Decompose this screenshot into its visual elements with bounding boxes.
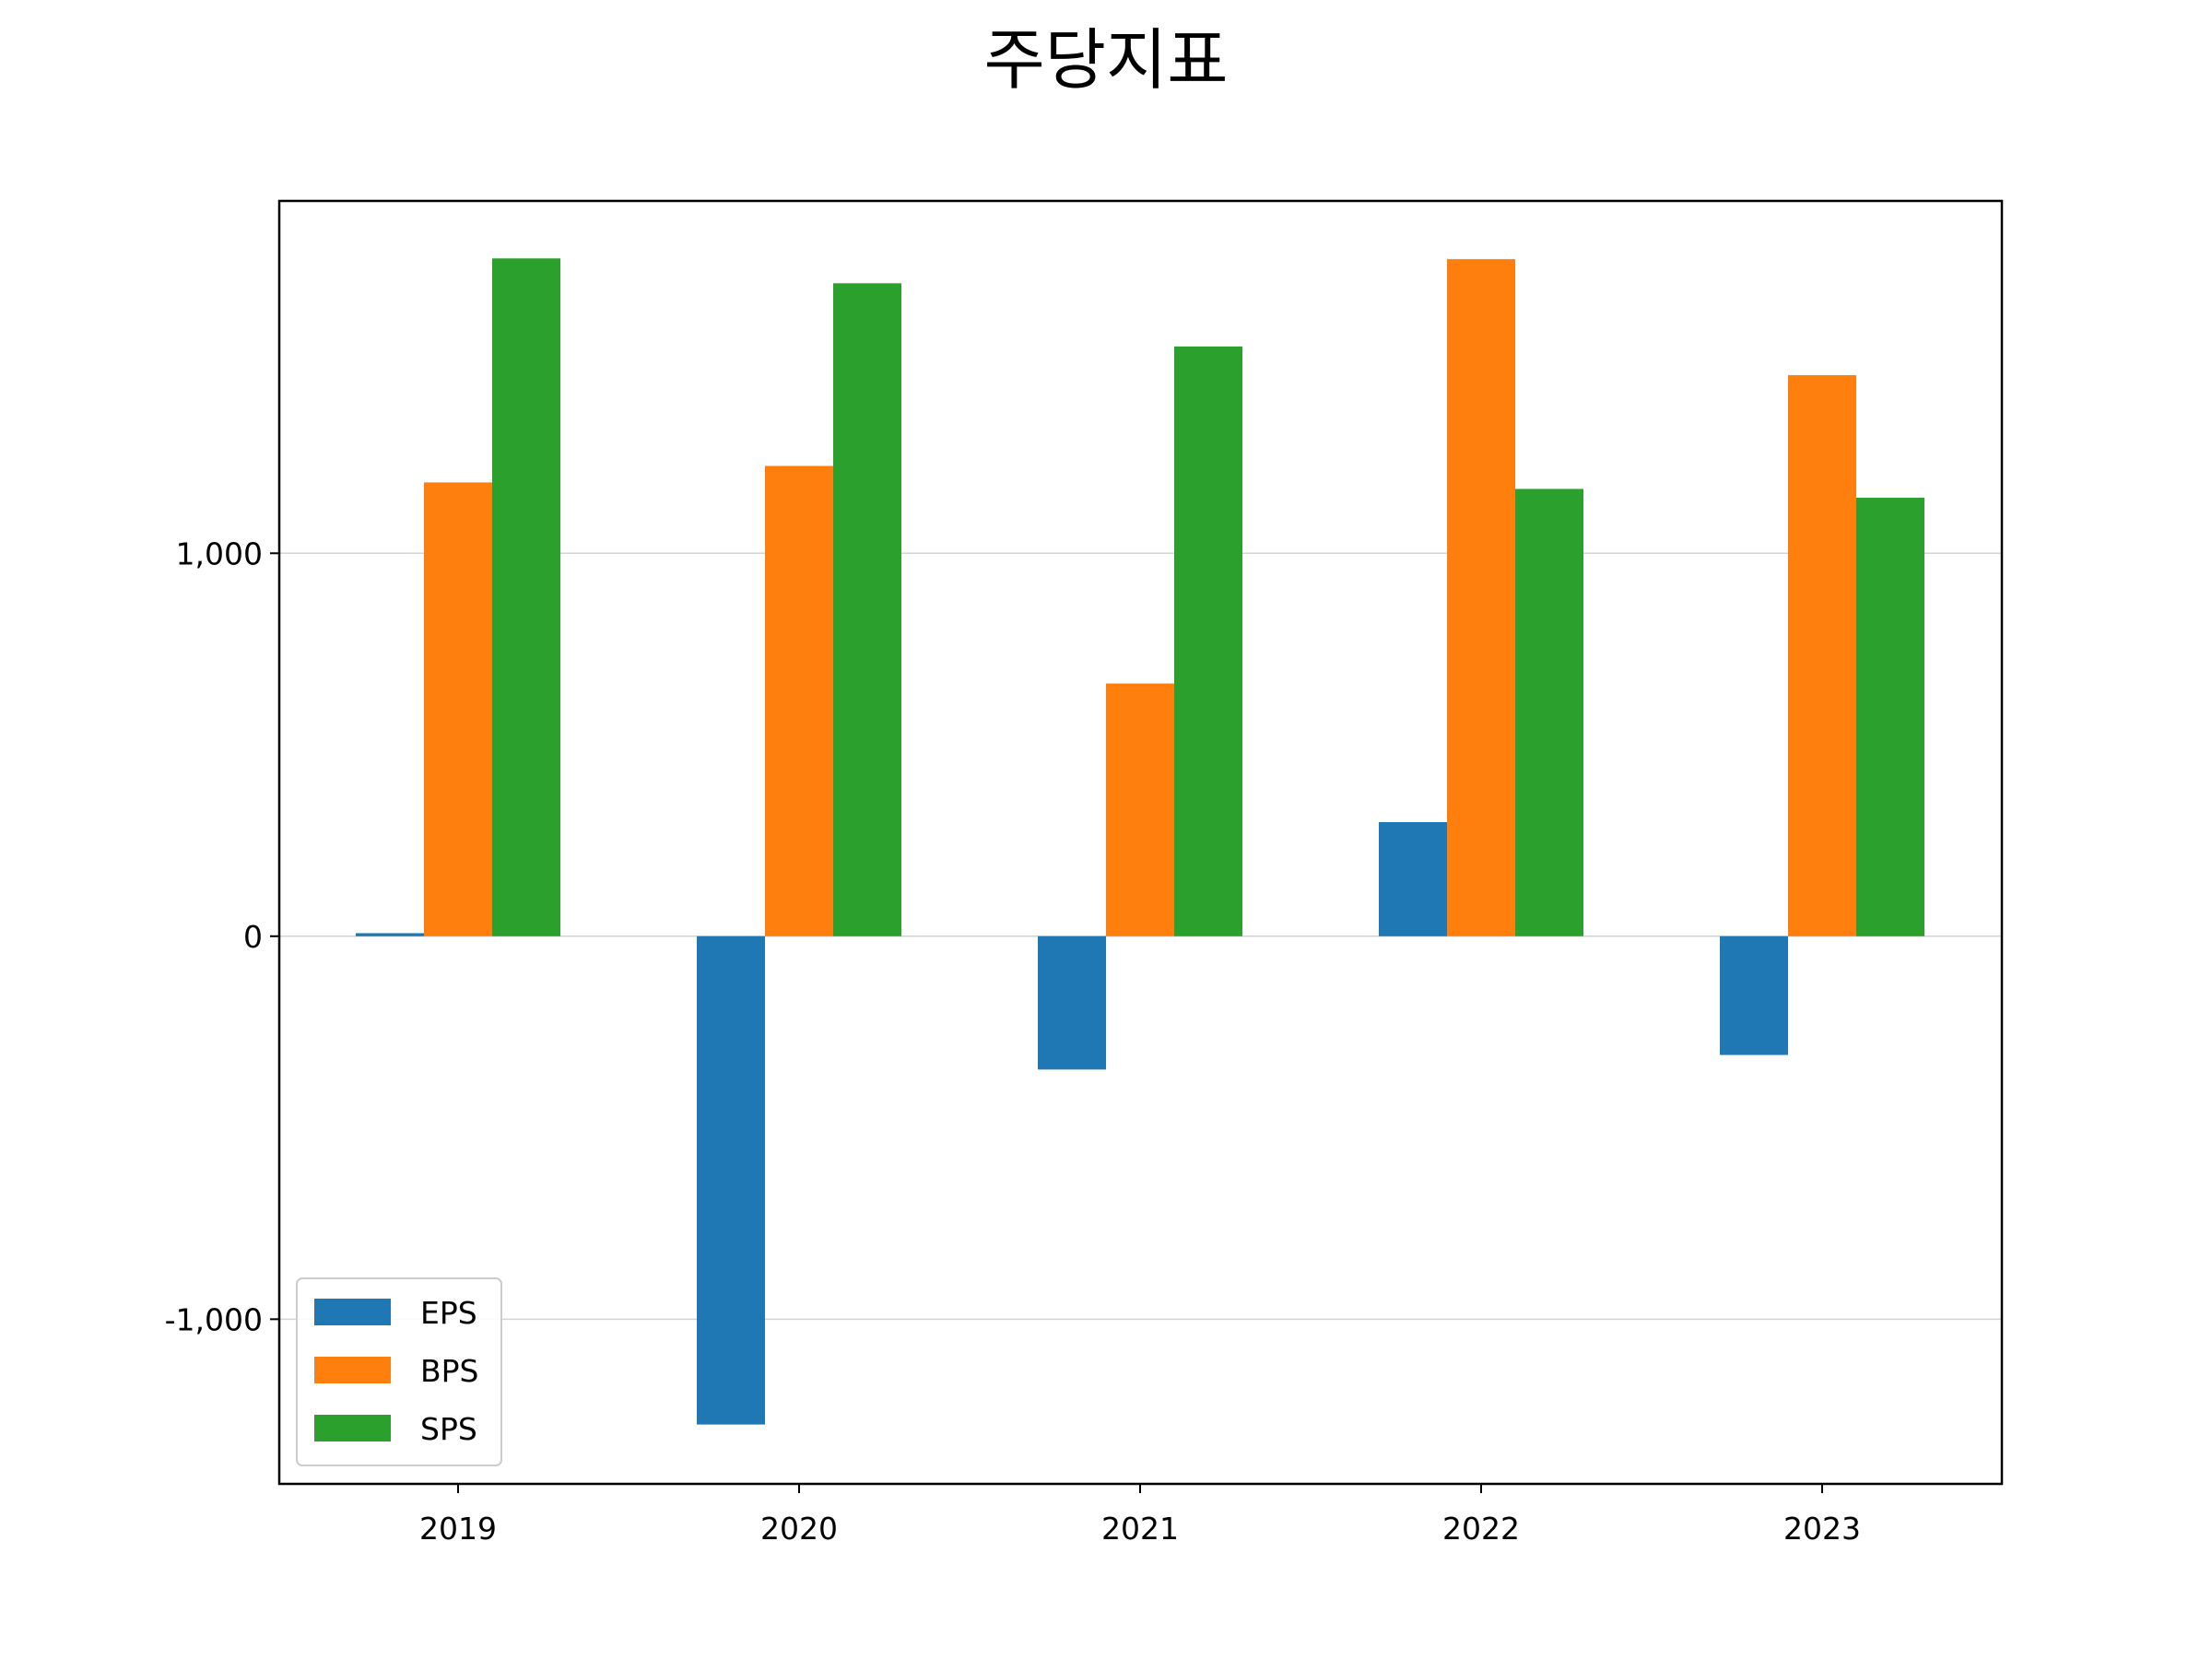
legend: EPS BPS SPS: [296, 1277, 502, 1466]
bar-bps-2022: [1447, 259, 1515, 936]
x-tick-label-2022: 2022: [1442, 1511, 1520, 1547]
x-tick-label-2021: 2021: [1101, 1511, 1179, 1547]
bar-sps-2019: [492, 258, 560, 936]
bar-bps-2019: [424, 482, 492, 936]
legend-label-eps: EPS: [420, 1295, 477, 1331]
bar-sps-2021: [1174, 346, 1242, 936]
bar-bps-2023: [1788, 375, 1856, 936]
y-axis: -1,000 0 1,000: [165, 535, 279, 1337]
bar-eps-2019: [356, 933, 424, 936]
bar-eps-2021: [1038, 935, 1106, 1070]
bar-sps-2022: [1515, 488, 1583, 936]
legend-swatch-eps: [314, 1299, 391, 1325]
x-axis: 2019 2020 2021 2022 2023: [419, 1484, 1861, 1547]
legend-label-sps: SPS: [420, 1411, 477, 1447]
bar-sps-2020: [833, 283, 901, 936]
bar-bps-2020: [765, 465, 833, 936]
bar-bps-2021: [1106, 683, 1174, 936]
x-tick-label-2023: 2023: [1783, 1511, 1861, 1547]
y-tick-label-2: 1,000: [176, 535, 263, 571]
bar-sps-2023: [1856, 498, 1924, 936]
legend-swatch-sps: [314, 1415, 391, 1441]
x-tick-label-2020: 2020: [760, 1511, 838, 1547]
bar-eps-2020: [697, 935, 765, 1425]
legend-swatch-bps: [314, 1357, 391, 1383]
bar-eps-2023: [1720, 935, 1788, 1055]
bars: [356, 258, 1924, 1425]
y-tick-label-1: 0: [243, 919, 263, 955]
bar-eps-2022: [1379, 821, 1447, 936]
x-tick-label-2019: 2019: [419, 1511, 497, 1547]
y-tick-label-0: -1,000: [165, 1301, 263, 1337]
chart-title: 주당지표: [984, 21, 1229, 99]
legend-label-bps: BPS: [420, 1353, 479, 1389]
